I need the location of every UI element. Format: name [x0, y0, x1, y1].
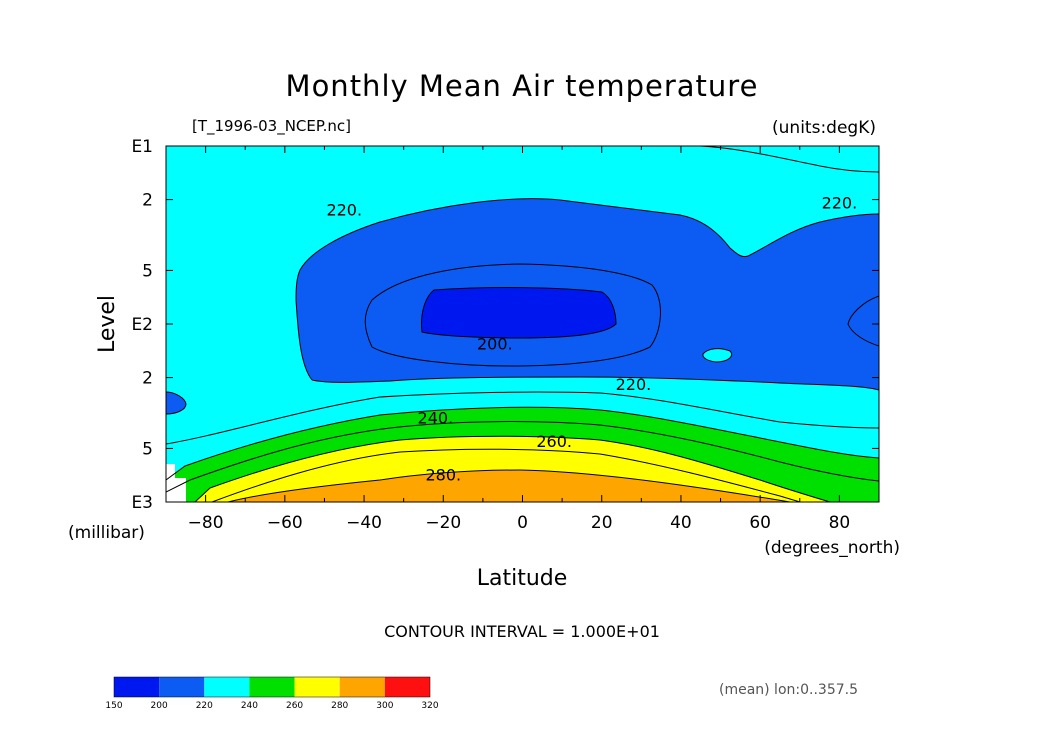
- colorbar-tick-label: 260: [286, 701, 303, 711]
- x-tick-label: 80: [829, 513, 851, 533]
- y-tick-label: 5: [142, 261, 153, 281]
- y-tick-label: E2: [131, 315, 153, 335]
- contour-line: [166, 421, 879, 493]
- contour-label: 220.: [326, 200, 362, 219]
- x-tick-label: 60: [749, 513, 771, 533]
- contour-label: 280.: [425, 466, 461, 485]
- contour-line: [299, 198, 879, 271]
- contour-label: 220.: [822, 193, 858, 212]
- contour-line: [227, 469, 791, 502]
- x-axis: −80 −60 −40 −20 0 20 40 60 80: [165, 146, 880, 533]
- colorbar-swatch: [339, 677, 385, 697]
- colorbar-tick-label: 200: [151, 701, 168, 711]
- colorbar: 150 200 220 240 260 280 300 320: [105, 676, 439, 711]
- y-tick-label: E3: [131, 493, 153, 513]
- colorbar-tick-label: 220: [196, 701, 213, 711]
- contour-line: [166, 391, 879, 445]
- mean-longitude-note: (mean) lon:0..357.5: [719, 682, 858, 698]
- contour-line: [295, 269, 313, 381]
- missing-data-region: [166, 464, 175, 478]
- colorbar-tick-label: 320: [421, 701, 438, 711]
- x-tick-label: −60: [267, 513, 303, 533]
- y-axis-label: Level: [95, 295, 120, 353]
- x-tick-label: 0: [517, 513, 528, 533]
- contour-interval-note: CONTOUR INTERVAL = 1.000E+01: [384, 622, 660, 641]
- contour-line: [166, 406, 879, 481]
- units-label: (units:degK): [772, 118, 876, 138]
- contour-line: [211, 448, 801, 502]
- colorbar-swatch: [204, 677, 250, 697]
- contour-lines: [166, 146, 879, 502]
- colorbar-tick-label: 280: [331, 701, 348, 711]
- contour-line: [311, 376, 879, 391]
- x-tick-label: −40: [346, 513, 382, 533]
- colorbar-swatch: [249, 677, 295, 697]
- colorbar-tick-label: 150: [105, 701, 122, 711]
- colorbar-tick-label: 300: [376, 701, 393, 711]
- y-tick-label: E1: [131, 137, 153, 157]
- contour-label: 220.: [616, 375, 652, 394]
- contour-line: [166, 391, 187, 415]
- colorbar-swatch: [384, 677, 430, 697]
- band-280-300: [228, 470, 790, 502]
- x-unit-label: (degrees_north): [764, 538, 900, 558]
- y-tick-label: 2: [142, 369, 153, 389]
- colorbar-swatch: [114, 677, 160, 697]
- x-tick-label: 20: [591, 513, 613, 533]
- x-axis-label: Latitude: [477, 566, 568, 591]
- y-unit-label: (millibar): [68, 523, 145, 543]
- y-tick-label: 2: [142, 191, 153, 211]
- colorbar-swatch: [294, 677, 340, 697]
- contour-line: [702, 348, 733, 363]
- x-tick-label: 40: [670, 513, 692, 533]
- contour-line: [421, 287, 617, 339]
- contour-line: [847, 295, 879, 347]
- y-axis: E1 2 5 E2 2 5 E3: [131, 137, 879, 513]
- colorbar-frame: [113, 676, 431, 698]
- x-tick-label: −20: [425, 513, 461, 533]
- colorbar-tick-label: 240: [241, 701, 258, 711]
- contour-label: 200.: [477, 334, 513, 353]
- filled-contours: 220. 220. 200. 220. 240. 260. 280.: [166, 146, 879, 502]
- contour-line: [194, 435, 831, 502]
- band-220-240: [702, 348, 732, 362]
- file-label: [T_1996-03_NCEP.nc]: [192, 117, 351, 136]
- band-150-200: [421, 287, 616, 338]
- y-tick-label: 5: [142, 439, 153, 459]
- x-tick-label: −80: [188, 513, 224, 533]
- chart-title: Monthly Mean Air temperature: [286, 69, 759, 103]
- colorbar-swatch: [159, 677, 205, 697]
- contour-label: 260.: [536, 432, 572, 451]
- contour-line: [364, 263, 661, 367]
- contour-line: [699, 146, 879, 173]
- contour-label: 240.: [418, 409, 454, 428]
